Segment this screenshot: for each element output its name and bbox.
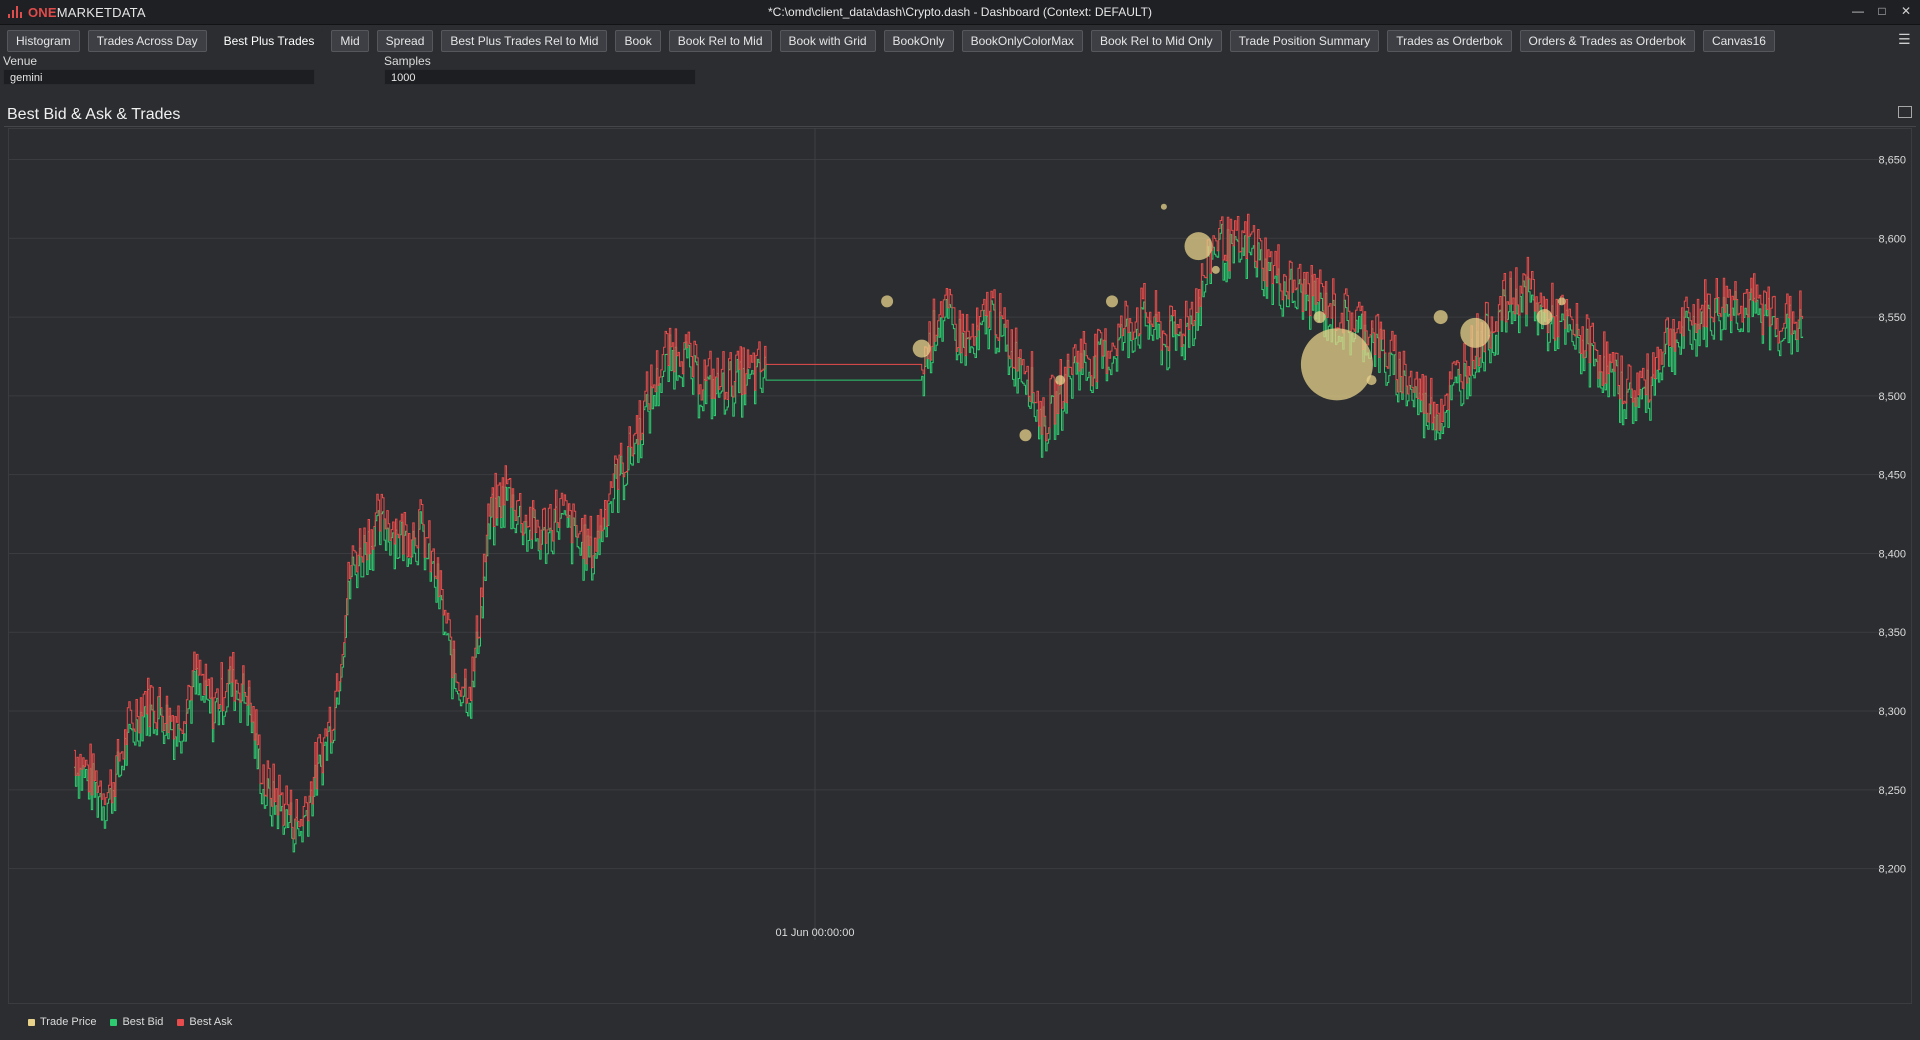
legend-ask-swatch [177, 1018, 185, 1026]
tab-trade-position-summary[interactable]: Trade Position Summary [1229, 30, 1380, 52]
legend-trade-price: Trade Price [28, 1016, 96, 1028]
app-logo: ONEMARKETDATA [8, 4, 146, 20]
legend-trade-swatch [28, 1018, 35, 1026]
chart-border [8, 128, 1912, 1004]
trade-bubble [1557, 297, 1566, 306]
samples-label: Samples [384, 54, 431, 68]
tab-best-plus-trades[interactable]: Best Plus Trades [214, 30, 324, 52]
y-tick-label: 8,250 [1878, 785, 1906, 797]
legend-bid-label: Best Bid [122, 1016, 164, 1028]
best-bid-line [74, 223, 1804, 853]
tab-histogram[interactable]: Histogram [7, 30, 80, 52]
title-bar: ONEMARKETDATA *C:\omd\client_data\dash\C… [0, 0, 1920, 25]
best-ask-line [74, 213, 1804, 840]
minimize-icon[interactable]: — [1852, 4, 1864, 18]
legend-best-ask: Best Ask [177, 1016, 232, 1028]
trade-bubble [1366, 375, 1377, 386]
trade-bubble [1536, 309, 1553, 326]
y-tick-label: 8,550 [1878, 312, 1906, 324]
legend-trade-label: Trade Price [40, 1016, 97, 1028]
trade-bubble [1106, 295, 1118, 308]
tab-book[interactable]: Book [615, 30, 661, 52]
tab-trades-across-day[interactable]: Trades Across Day [87, 30, 207, 52]
tab-bookonly[interactable]: BookOnly [883, 30, 954, 52]
trade-bubble [1300, 328, 1373, 401]
trade-bubble [1211, 265, 1220, 274]
trade-bubble [1019, 429, 1032, 442]
chart-legend: Trade Price Best Bid Best Ask [28, 1016, 232, 1028]
y-tick-label: 8,350 [1878, 627, 1906, 639]
tab-trades-as-orderbok[interactable]: Trades as Orderbok [1387, 30, 1512, 52]
tab-canvas16[interactable]: Canvas16 [1702, 30, 1775, 52]
maximize-icon[interactable]: □ [1878, 4, 1886, 18]
legend-ask-label: Best Ask [189, 1016, 233, 1028]
trade-bubble [1184, 232, 1213, 261]
y-tick-label: 8,500 [1878, 391, 1906, 403]
trade-bubble [1313, 311, 1326, 324]
menu-icon[interactable]: ☰ [1898, 31, 1911, 47]
chart-area[interactable]: 8,200 8,250 8,300 8,350 8,400 8,450 8,500 8,550… [8, 128, 1912, 1004]
y-tick-label: 8,300 [1878, 706, 1906, 718]
close-icon[interactable]: ✕ [1900, 4, 1912, 18]
legend-bid-swatch [110, 1018, 118, 1026]
y-tick-label: 8,200 [1878, 864, 1906, 876]
x-tick-label: 01 Jun 00:00:00 [776, 927, 855, 939]
logo-rest: MARKETDATA [56, 4, 146, 20]
trade-bubble [912, 339, 931, 358]
window-controls: — □ ✕ [1850, 3, 1914, 19]
panel-expand-icon[interactable] [1898, 106, 1912, 118]
tab-spread[interactable]: Spread [376, 30, 434, 52]
tab-mid[interactable]: Mid [331, 30, 369, 52]
samples-input[interactable]: 1000 [384, 69, 696, 85]
tab-book-with-grid[interactable]: Book with Grid [779, 30, 876, 52]
venue-input[interactable]: gemini [3, 69, 315, 85]
panel-title: Best Bid & Ask & Trades [7, 106, 181, 123]
tab-orders-trades-as-orderbok[interactable]: Orders & Trades as Orderbok [1519, 30, 1695, 52]
dashboard-tabs: Histogram Trades Across Day Best Plus Trad… [0, 30, 1920, 54]
trade-bubble [881, 295, 894, 308]
trade-bubble [1055, 375, 1066, 386]
y-tick-label: 8,450 [1878, 470, 1906, 482]
best-bid-ask-trades-chart[interactable]: 8,200 8,250 8,300 8,350 8,400 8,450 8,500 8,550… [8, 128, 1912, 1004]
logo-icon [8, 6, 22, 18]
y-tick-label: 8,650 [1878, 155, 1906, 167]
legend-best-bid: Best Bid [110, 1016, 163, 1028]
trade-bubble [1460, 317, 1491, 348]
logo-one: ONE [28, 4, 57, 20]
trade-bubble [1160, 203, 1167, 210]
trade-bubble [1433, 310, 1448, 325]
y-tick-label: 8,400 [1878, 548, 1906, 560]
logo-text: ONEMARKETDATA [28, 5, 146, 20]
tab-book-rel-to-mid[interactable]: Book Rel to Mid [668, 30, 772, 52]
tab-book-rel-to-mid-only[interactable]: Book Rel to Mid Only [1090, 30, 1222, 52]
venue-label: Venue [3, 54, 38, 68]
window-title: *C:\omd\client_data\dash\Crypto.dash - D… [768, 5, 1152, 19]
tab-best-plus-trades-rel-to-mid[interactable]: Best Plus Trades Rel to Mid [441, 30, 608, 52]
panel-divider [4, 126, 1916, 127]
tab-bookonlycolormax[interactable]: BookOnlyColorMax [961, 30, 1083, 52]
y-tick-label: 8,600 [1878, 233, 1906, 245]
